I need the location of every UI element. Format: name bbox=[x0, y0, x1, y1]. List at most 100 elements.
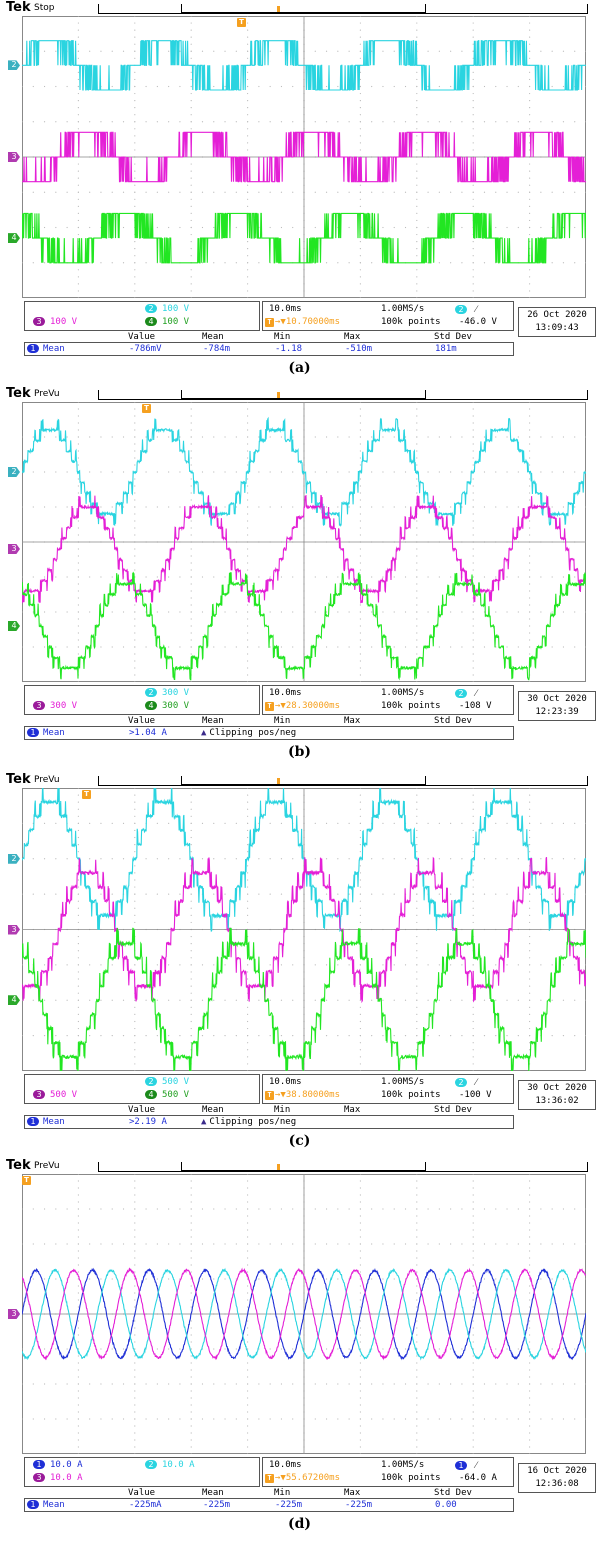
channel-1-badge: 1 bbox=[27, 728, 39, 737]
grid-dot bbox=[269, 121, 271, 123]
grid-dot bbox=[472, 1027, 474, 1030]
grid-dot bbox=[529, 1439, 531, 1441]
grid-dot bbox=[506, 471, 508, 473]
grid-dot bbox=[472, 269, 474, 271]
grid-dot bbox=[359, 408, 361, 410]
grid-dot bbox=[472, 1341, 474, 1343]
grid-dot bbox=[134, 1348, 136, 1350]
grid-dot bbox=[529, 999, 531, 1001]
grid-dot bbox=[168, 858, 170, 860]
grid-dot bbox=[529, 1334, 531, 1336]
grid-dot bbox=[280, 858, 283, 860]
grid-dot bbox=[258, 506, 260, 508]
grid-dot bbox=[416, 1250, 418, 1252]
grid-dot bbox=[416, 1285, 418, 1287]
grid-dot bbox=[190, 1264, 192, 1266]
grid-dot bbox=[348, 1035, 350, 1037]
grid-dot bbox=[416, 1334, 418, 1336]
grid-dot bbox=[134, 1439, 136, 1441]
grid-dot bbox=[529, 935, 531, 938]
grid-dot bbox=[77, 16, 79, 17]
grid-dot bbox=[359, 893, 361, 895]
grid-dot bbox=[292, 858, 294, 860]
grid-dot bbox=[529, 1215, 531, 1217]
grid-dot bbox=[359, 429, 361, 431]
grid-dot bbox=[77, 1404, 79, 1406]
measurement-max: -225m bbox=[345, 1500, 373, 1510]
grid-dot bbox=[472, 829, 474, 832]
grid-dot bbox=[201, 1278, 204, 1280]
grid-dot bbox=[416, 142, 418, 144]
scale-value-ch2: 100 V bbox=[162, 304, 190, 314]
grid-dot bbox=[201, 858, 204, 860]
grid-dot bbox=[190, 1355, 192, 1357]
grid-dot bbox=[43, 191, 46, 193]
grid-dot bbox=[77, 1411, 79, 1413]
grid-dot bbox=[77, 1418, 79, 1420]
scale-item-ch4: 4 300 V bbox=[145, 701, 189, 711]
grid-dot bbox=[529, 1299, 531, 1301]
grid-dot bbox=[77, 569, 79, 571]
grid-dot bbox=[495, 1035, 497, 1037]
grid-dot bbox=[247, 569, 249, 571]
grid-dot bbox=[472, 1383, 474, 1385]
grid-dot bbox=[416, 1194, 418, 1196]
grid-dot bbox=[32, 1418, 34, 1420]
grid-dot bbox=[77, 1201, 79, 1203]
grid-dot bbox=[416, 1229, 418, 1231]
grid-dot bbox=[438, 964, 440, 966]
grid-dot bbox=[472, 22, 474, 24]
grid-dot bbox=[416, 107, 418, 109]
grid-dot bbox=[416, 436, 418, 438]
grid-dot bbox=[280, 506, 283, 508]
grid-dot bbox=[348, 506, 350, 508]
grid-dot bbox=[247, 1042, 249, 1044]
grid-dot bbox=[371, 646, 373, 648]
grid-dot bbox=[529, 527, 531, 529]
grid-dot bbox=[134, 569, 136, 571]
grid-dot bbox=[382, 576, 384, 578]
grid-dot bbox=[134, 170, 136, 172]
grid-dot bbox=[472, 198, 474, 200]
grid-dot bbox=[427, 1243, 429, 1245]
grid-dot bbox=[416, 1453, 418, 1454]
grid-dot bbox=[77, 971, 79, 973]
grid-dot bbox=[359, 241, 361, 243]
grid-dot bbox=[247, 527, 249, 529]
scale-item-ch4: 4 100 V bbox=[145, 317, 189, 327]
grid-dot bbox=[111, 436, 113, 438]
grid-dot bbox=[213, 858, 215, 860]
grid-dot bbox=[258, 1208, 260, 1210]
grid-dot bbox=[190, 1397, 192, 1399]
grid-dot bbox=[292, 1208, 294, 1210]
grid-dot bbox=[224, 1348, 226, 1350]
grid-dot bbox=[585, 1035, 586, 1037]
grid-dot bbox=[122, 646, 125, 648]
grid-dot bbox=[269, 226, 271, 229]
grid-dot bbox=[156, 822, 158, 824]
grid-dot bbox=[529, 625, 531, 627]
grid-dot bbox=[529, 957, 531, 959]
grid-dot bbox=[134, 1362, 136, 1364]
trigger-position-marker bbox=[277, 392, 280, 398]
grid-dot bbox=[190, 1250, 192, 1252]
grid-dot bbox=[416, 121, 418, 123]
grid-dot bbox=[32, 646, 34, 648]
grid-dot bbox=[529, 794, 531, 796]
grid-dot bbox=[134, 1383, 136, 1385]
grid-dot bbox=[55, 506, 57, 508]
figure-caption: (a) bbox=[288, 360, 311, 376]
grid-dot bbox=[77, 1264, 79, 1266]
grid-dot bbox=[111, 1278, 113, 1280]
grid-dot bbox=[258, 858, 260, 860]
grid-dot bbox=[247, 135, 249, 137]
grid-dot bbox=[122, 1383, 125, 1385]
grid-dot bbox=[77, 653, 79, 655]
grid-dot bbox=[461, 1348, 463, 1350]
grid-dot bbox=[529, 163, 531, 165]
grid-dot bbox=[416, 290, 418, 292]
scale-item-ch2: 2 10.0 A bbox=[145, 1460, 195, 1470]
grid-dot bbox=[111, 50, 113, 52]
grid-dot bbox=[89, 50, 91, 52]
grid-dot bbox=[416, 485, 418, 487]
